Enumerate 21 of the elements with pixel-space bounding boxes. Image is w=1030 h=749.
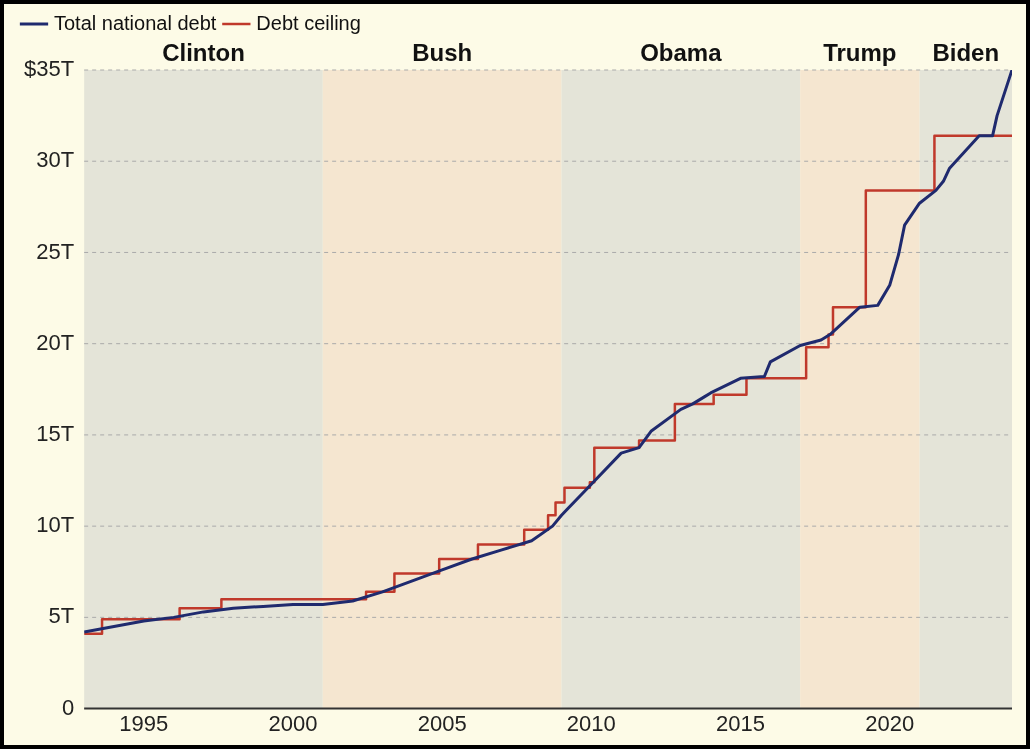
legend-label: Debt ceiling — [256, 11, 361, 34]
band-label: Bush — [412, 38, 473, 66]
band-label: Trump — [823, 38, 897, 66]
y-tick-label: 20T — [36, 329, 75, 355]
x-tick-label: 1995 — [119, 710, 169, 736]
x-tick-label: 2005 — [417, 710, 467, 736]
y-tick-label: 5T — [48, 603, 75, 629]
y-tick-label: 10T — [36, 512, 75, 538]
band-label: Clinton — [162, 38, 245, 66]
y-tick-label: $35T — [23, 56, 75, 82]
y-tick-label: 30T — [36, 147, 75, 173]
y-tick-label: 25T — [36, 238, 75, 264]
band-label: Obama — [640, 38, 723, 66]
x-tick-label: 2020 — [865, 710, 915, 736]
x-tick-label: 2010 — [566, 710, 616, 736]
x-tick-label: 2015 — [716, 710, 765, 736]
legend-label: Total national debt — [54, 11, 217, 34]
x-tick-label: 2000 — [268, 710, 318, 736]
y-tick-label: 15T — [36, 420, 75, 446]
band-label: Biden — [932, 38, 1000, 66]
y-tick-label: 0 — [61, 694, 75, 720]
